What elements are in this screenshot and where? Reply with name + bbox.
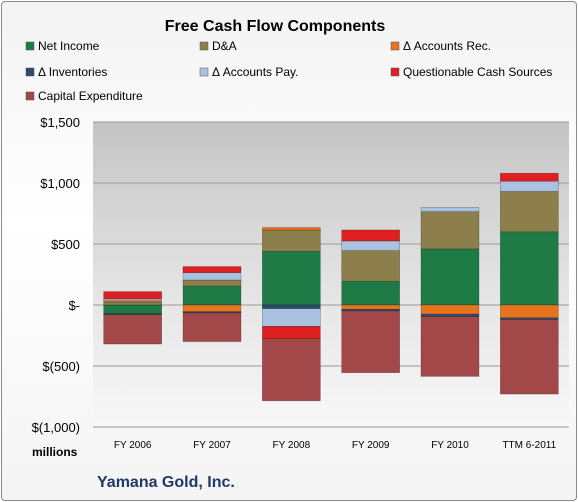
y-tick-label: $(1,000) [32,420,80,435]
legend: Net Income D&A Δ Accounts Rec. Δ Inventorie… [25,39,552,103]
bar-accounts-rec-fy-2010 [420,304,480,315]
bar-questionable-cash-sources-fy-2008 [262,326,321,339]
bar-accounts-pay-fy-2010 [420,207,480,212]
x-axis-categories: FY 2006 FY 2007 FY 2008 FY 2009 FY 2010 TTM 6… [114,440,557,451]
legend-label-questionable-cash-sources: Questionable Cash Sources [403,65,552,79]
plot-area [93,122,569,427]
bar-d-a-fy-2006 [103,301,162,306]
x-category-label: FY 2007 [193,440,231,451]
legend-swatch-accounts-rec [390,41,400,51]
bar-accounts-pay-fy-2007 [182,272,242,281]
bar-d-a-ttm-6-2011 [500,191,559,233]
legend-swatch-inventories [25,67,35,77]
y-tick-label: $1,000 [40,176,80,191]
y-axis-ticks: $1,500 $1,000 $500 $- $(500) $(1,000) [32,115,80,435]
bar-capital-expenditure-fy-2007 [182,312,242,342]
bar-net-income-fy-2009 [341,280,400,306]
bar-inventories-fy-2010 [420,313,480,317]
x-category-label: TTM 6-2011 [502,440,556,451]
bars [103,172,559,402]
y-tick-label: $500 [51,237,80,252]
bar-accounts-rec-ttm-6-2011 [500,304,559,319]
x-category-label: FY 2010 [431,440,469,451]
bar-inventories-fy-2008 [262,304,321,309]
y-tick-label: $1,500 [40,115,80,130]
bar-questionable-cash-sources-fy-2006 [103,291,162,300]
bar-net-income-fy-2010 [420,248,480,306]
legend-label-inventories: Δ Inventories [38,65,107,79]
legend-label-capital-expenditure: Capital Expenditure [38,89,143,103]
bar-accounts-pay-fy-2008 [262,308,321,327]
legend-swatch-questionable-cash-sources [390,67,400,77]
unit-label: millions [32,445,78,459]
bar-capital-expenditure-ttm-6-2011 [500,319,559,395]
legend-label-d-a: D&A [212,39,237,53]
bar-questionable-cash-sources-fy-2009 [341,229,400,242]
bar-d-a-fy-2010 [420,211,480,250]
bar-accounts-rec-fy-2006 [103,300,162,303]
bar-accounts-pay-ttm-6-2011 [500,180,559,192]
x-category-label: FY 2006 [114,440,152,451]
bar-capital-expenditure-fy-2010 [420,316,480,377]
bar-capital-expenditure-fy-2006 [103,314,162,345]
bar-accounts-rec-fy-2007 [182,304,242,313]
bar-d-a-fy-2009 [341,250,400,282]
bar-net-income-fy-2007 [182,285,242,306]
company-name: Yamana Gold, Inc. [97,474,235,491]
y-tick-label: $- [68,298,80,313]
x-category-label: FY 2009 [352,440,390,451]
x-category-label: FY 2008 [273,440,311,451]
bar-inventories-ttm-6-2011 [500,317,559,320]
bar-net-income-fy-2008 [262,251,321,306]
y-tick-label: $(500) [42,359,80,374]
legend-label-accounts-pay: Δ Accounts Pay. [212,65,299,79]
bar-capital-expenditure-fy-2009 [341,310,400,374]
legend-swatch-capital-expenditure [25,91,35,101]
bar-d-a-fy-2008 [262,229,321,252]
bar-accounts-rec-fy-2008 [262,227,321,231]
legend-swatch-net-income [25,41,35,51]
legend-swatch-accounts-pay [199,67,209,77]
bar-accounts-pay-fy-2009 [341,240,400,252]
gridlines [93,121,569,428]
bar-net-income-fy-2006 [103,304,162,314]
bar-capital-expenditure-fy-2008 [262,338,321,402]
chart-title: Free Cash Flow Components [165,18,386,35]
legend-label-accounts-rec: Δ Accounts Rec. [403,39,491,53]
bar-accounts-rec-fy-2009 [341,304,400,310]
bar-d-a-fy-2007 [182,279,242,287]
bar-net-income-ttm-6-2011 [500,231,559,306]
legend-swatch-d-a [199,41,209,51]
bar-inventories-fy-2009 [341,308,400,312]
legend-label-net-income: Net Income [38,39,100,53]
bar-questionable-cash-sources-ttm-6-2011 [500,172,559,182]
bar-questionable-cash-sources-fy-2007 [182,266,242,273]
